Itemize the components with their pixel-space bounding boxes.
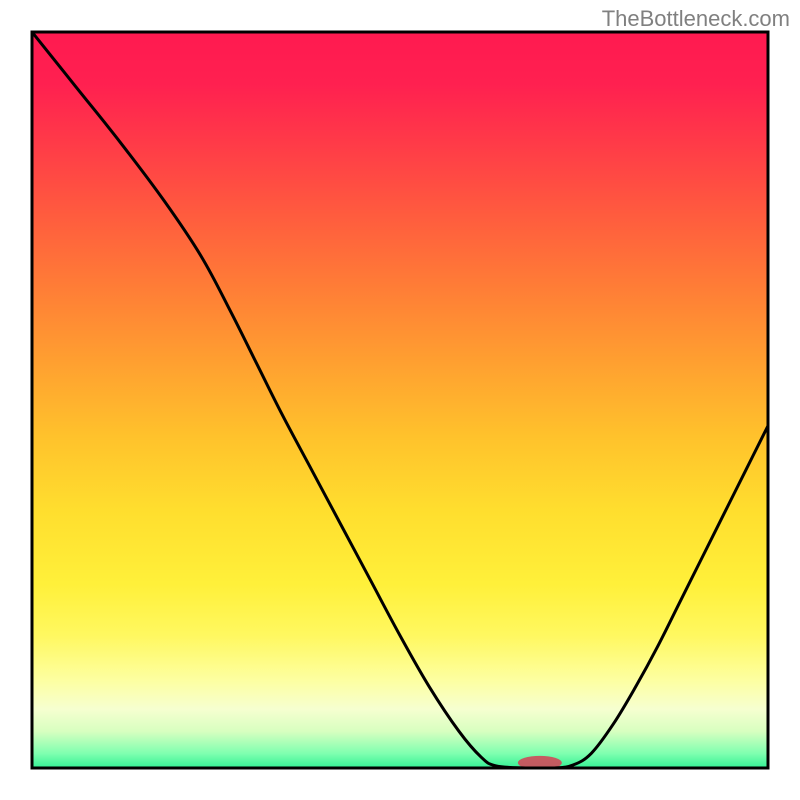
gradient-background xyxy=(32,32,768,768)
watermark-text: TheBottleneck.com xyxy=(602,6,790,32)
chart-container: TheBottleneck.com xyxy=(0,0,800,800)
bottleneck-chart xyxy=(0,0,800,800)
